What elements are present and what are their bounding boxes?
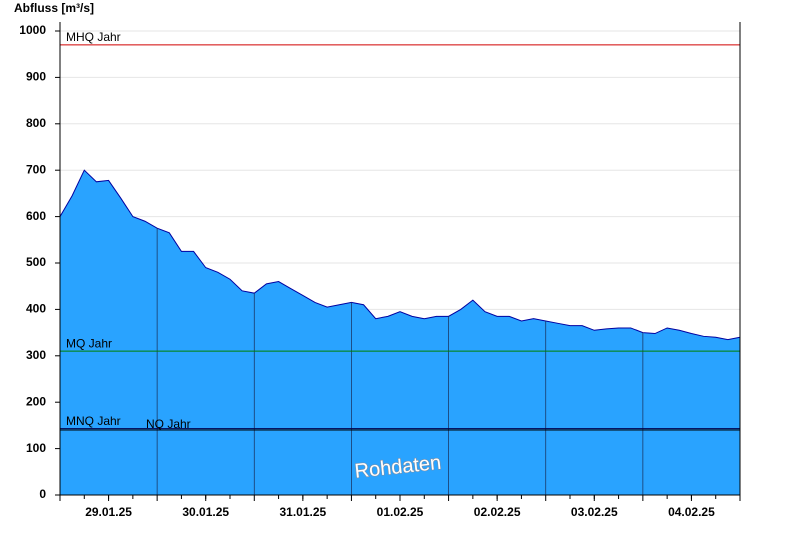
y-tick-label: 800 (26, 116, 46, 130)
area-outline (59, 169, 741, 341)
y-tick-label: 600 (26, 209, 46, 223)
y-tick-label: 300 (26, 348, 46, 362)
x-tick-label: 30.01.25 (182, 505, 229, 519)
x-tick-label: 03.02.25 (571, 505, 618, 519)
x-tick-label: 01.02.25 (377, 505, 424, 519)
x-tick-label: 02.02.25 (474, 505, 521, 519)
y-tick-label: 100 (26, 441, 46, 455)
y-tick-label: 0 (39, 487, 46, 501)
x-tick-label: 29.01.25 (85, 505, 132, 519)
y-tick-label: 400 (26, 302, 46, 316)
reference-label: MQ Jahr (66, 336, 112, 350)
y-tick-label: 200 (26, 394, 46, 408)
chart-title: Abfluss [m³/s] (14, 1, 94, 15)
x-tick-label: 04.02.25 (668, 505, 715, 519)
y-tick-label: 900 (26, 70, 46, 84)
reference-label: MHQ Jahr (66, 30, 121, 44)
area (60, 170, 740, 495)
y-tick-label: 1000 (19, 23, 46, 37)
y-tick-label: 500 (26, 255, 46, 269)
y-tick-label: 700 (26, 162, 46, 176)
x-tick-label: 31.01.25 (279, 505, 326, 519)
reference-label: MNQ Jahr (66, 414, 121, 428)
reference-label: NQ Jahr (146, 417, 191, 431)
